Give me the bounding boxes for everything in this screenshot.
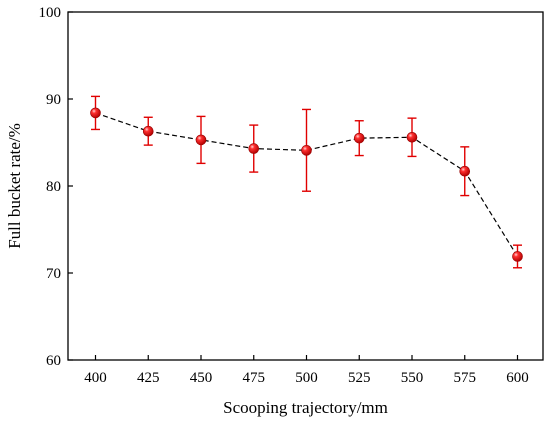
data-point xyxy=(459,165,471,177)
x-tick-label: 525 xyxy=(348,370,371,386)
x-tick-label: 500 xyxy=(295,370,318,386)
data-point xyxy=(248,143,260,154)
y-axis: 60 70 80 90 100 xyxy=(39,5,73,369)
x-axis: 400 425 450 475 500 525 550 575 600 xyxy=(84,355,529,386)
data-point xyxy=(142,125,154,137)
y-tick-label: 60 xyxy=(46,353,61,369)
data-point xyxy=(90,107,101,119)
x-tick-label: 575 xyxy=(454,370,477,386)
y-tick-label: 80 xyxy=(46,179,61,195)
data-point xyxy=(512,251,523,262)
series-line xyxy=(95,112,519,257)
plot-area xyxy=(67,11,544,361)
x-axis-title: Scooping trajectory/mm xyxy=(223,398,388,417)
x-tick-label: 400 xyxy=(84,370,107,386)
data-point xyxy=(301,145,312,156)
y-axis-title: Full bucket rate/% xyxy=(5,123,24,249)
data-point xyxy=(406,131,418,143)
x-tick-label: 550 xyxy=(401,370,424,386)
series-layer xyxy=(90,95,523,269)
y-tick-label: 100 xyxy=(39,5,62,21)
y-tick-label: 70 xyxy=(46,266,61,282)
x-tick-label: 475 xyxy=(243,370,266,386)
x-tick-label: 450 xyxy=(190,370,213,386)
data-point xyxy=(195,134,207,146)
x-tick-label: 425 xyxy=(137,370,160,386)
data-point xyxy=(353,132,365,144)
x-tick-label: 600 xyxy=(506,370,529,386)
y-tick-label: 90 xyxy=(46,92,61,108)
